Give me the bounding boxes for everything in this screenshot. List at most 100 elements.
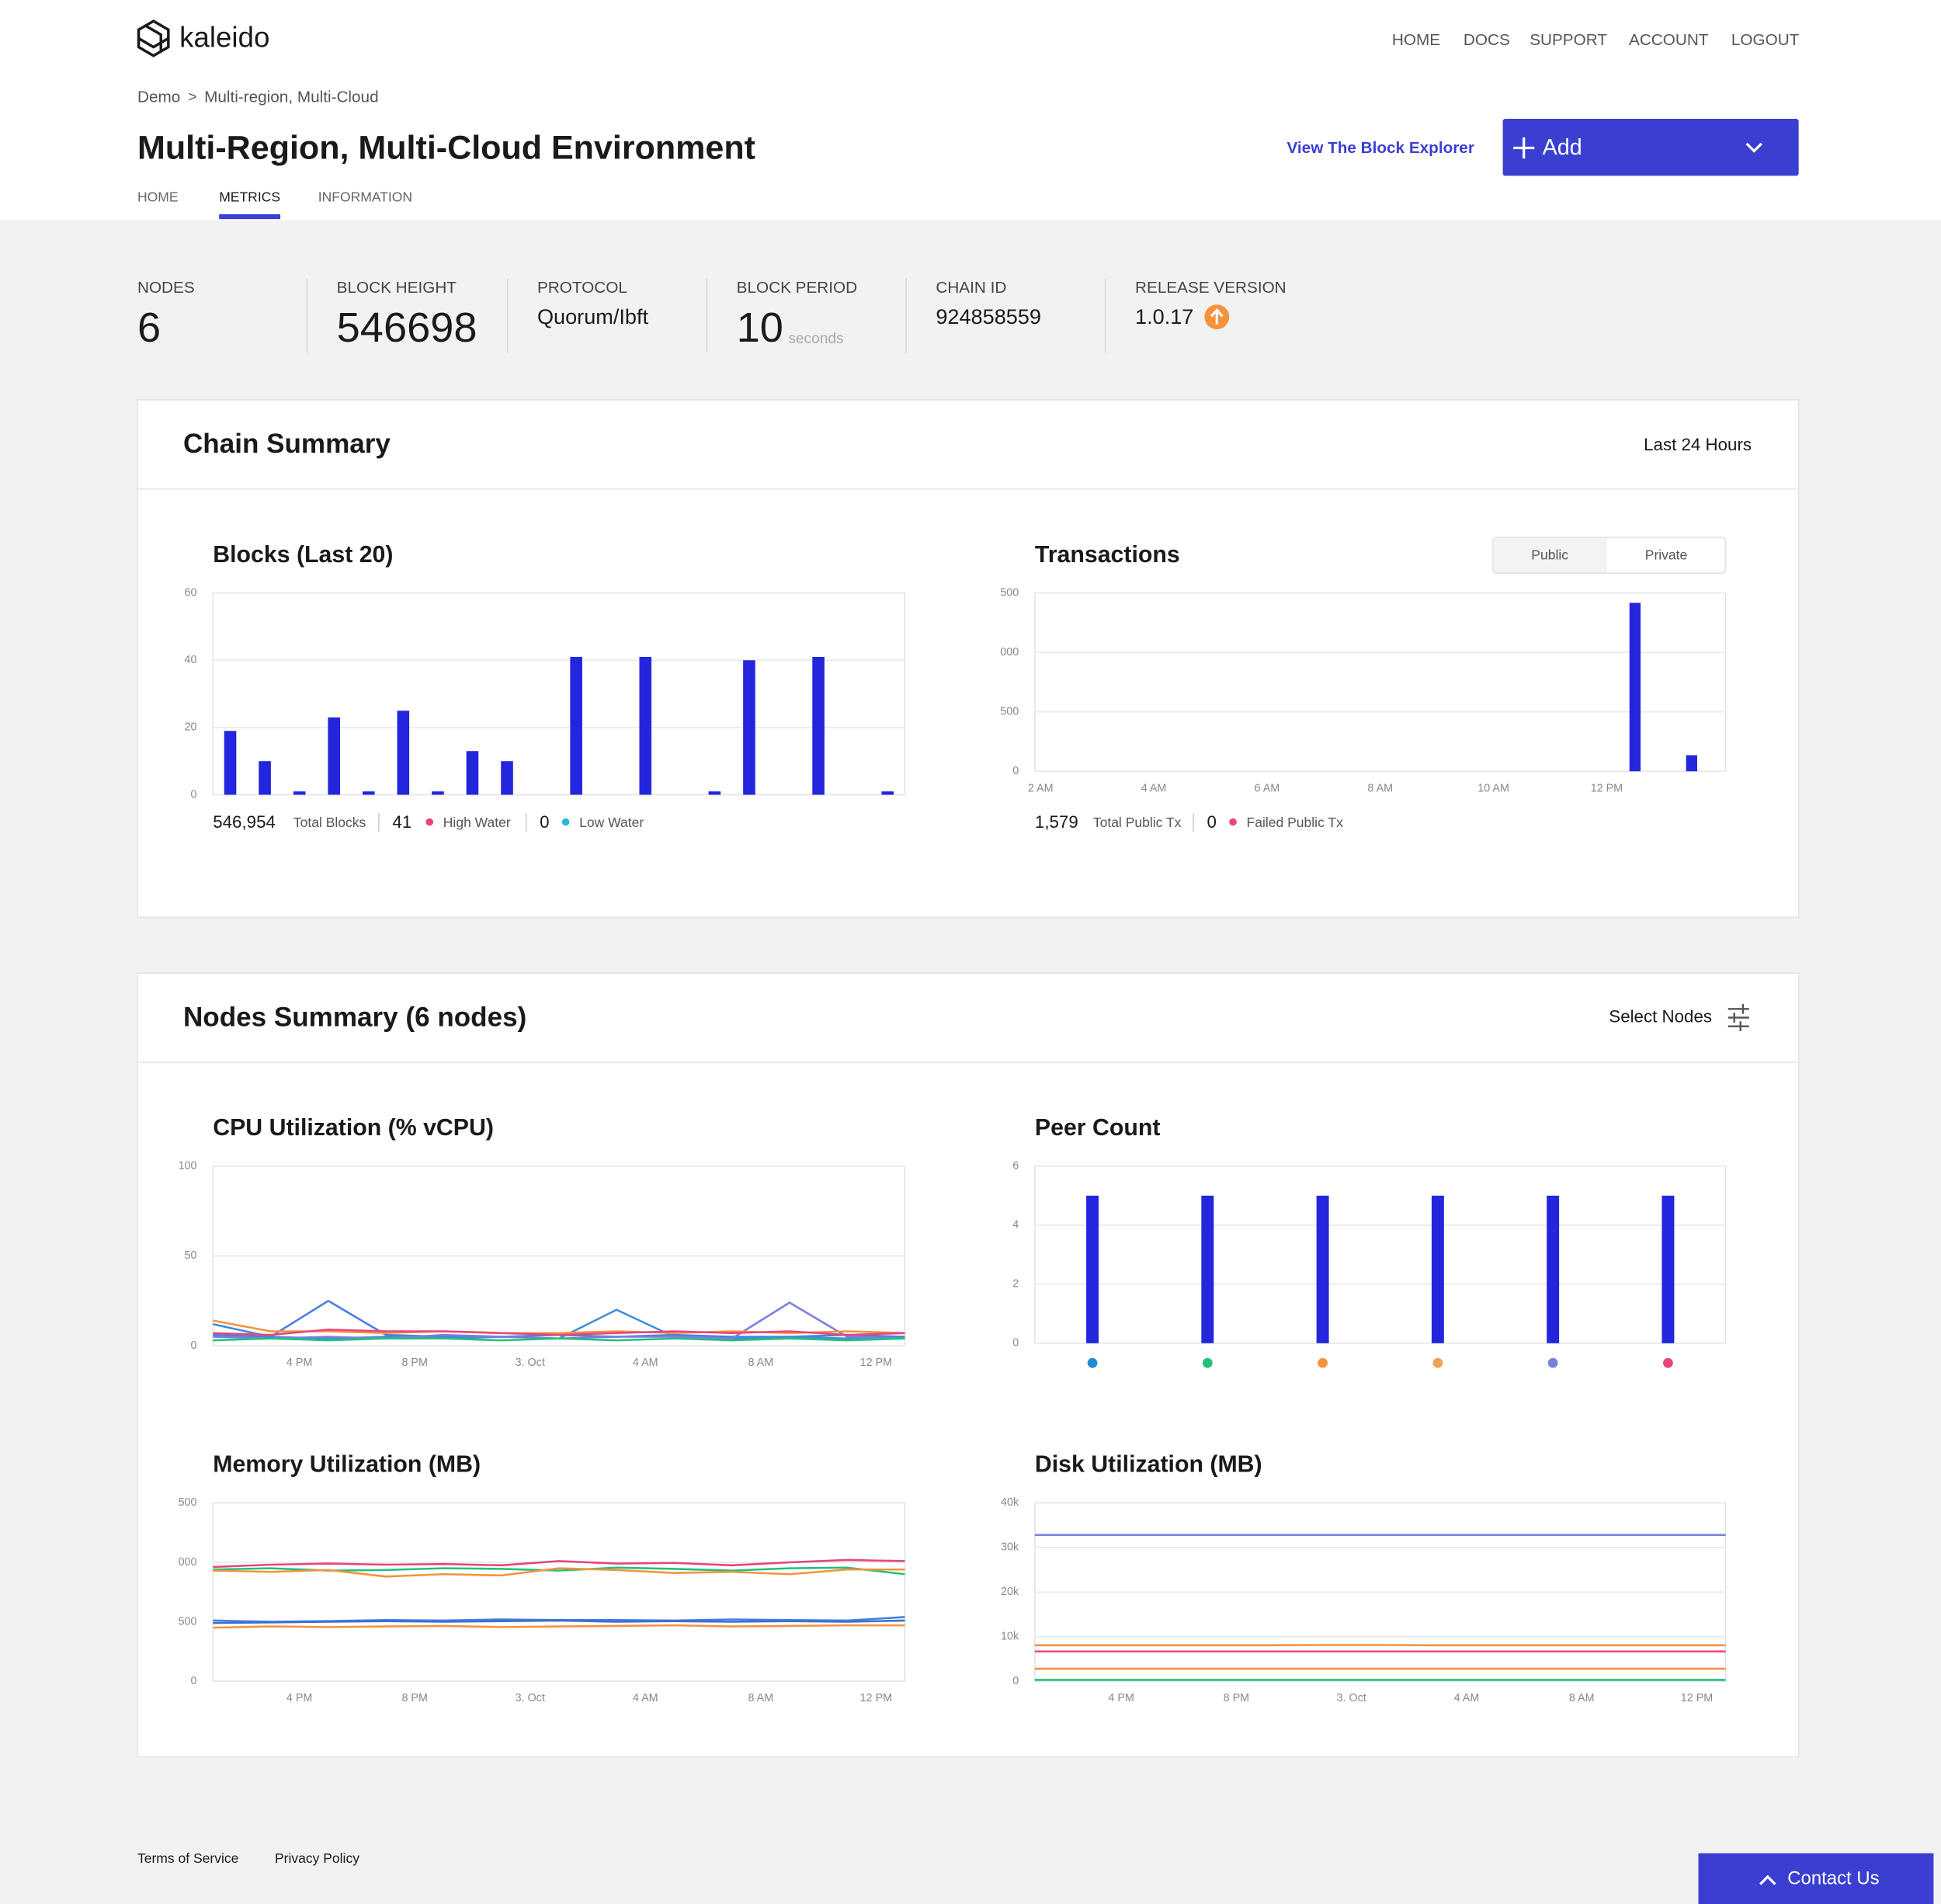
card-title: Nodes Summary (6 nodes): [183, 1002, 526, 1032]
chart-title: Peer Count: [1035, 1115, 1161, 1141]
toggle-option[interactable]: Private: [1645, 547, 1688, 562]
footer-value: 41: [392, 812, 411, 832]
footer-label: Total Blocks: [293, 815, 366, 830]
y-tick-label: 30k: [1001, 1541, 1019, 1554]
node-dot: [1432, 1357, 1443, 1368]
y-tick-label: 10k: [1001, 1630, 1019, 1642]
logo-icon: [137, 19, 170, 57]
add-button[interactable]: [1502, 119, 1799, 176]
footer-value: 1,579: [1035, 812, 1078, 832]
stat-label: RELEASE VERSION: [1135, 279, 1286, 297]
nav-link[interactable]: DOCS: [1464, 31, 1510, 49]
series-line: [213, 1337, 905, 1342]
bar: [812, 656, 825, 795]
y-tick-label: 0: [191, 1675, 197, 1687]
explorer-link[interactable]: View The Block Explorer: [1286, 139, 1474, 157]
logo-text[interactable]: kaleido: [179, 22, 269, 54]
tab[interactable]: INFORMATION: [318, 189, 412, 205]
bar: [1547, 1195, 1560, 1343]
footer-link[interactable]: Privacy Policy: [275, 1850, 359, 1866]
x-tick-label: 8 PM: [401, 1357, 427, 1369]
toggle-option-bg: [1606, 538, 1724, 572]
y-tick-label: 0: [191, 1339, 197, 1352]
x-tick-label: 4 AM: [1454, 1692, 1480, 1704]
x-tick-label: 8 AM: [1569, 1692, 1595, 1704]
toggle-option[interactable]: Public: [1531, 547, 1568, 562]
add-button-label[interactable]: Add: [1543, 135, 1582, 160]
x-tick-label: 6 AM: [1255, 782, 1280, 794]
stat-label: BLOCK PERIOD: [737, 279, 857, 297]
bar: [570, 656, 582, 795]
range-label[interactable]: Last 24 Hours: [1644, 435, 1752, 454]
footer-label: Low Water: [579, 815, 644, 830]
footer-label: High Water: [443, 815, 511, 830]
x-tick-label: 3. Oct: [516, 1357, 545, 1369]
contact-label[interactable]: Contact Us: [1787, 1868, 1879, 1888]
series-line: [213, 1319, 905, 1334]
y-tick-label: 6: [1012, 1160, 1019, 1173]
filter-icon[interactable]: [1727, 1003, 1749, 1032]
series-line: [213, 1619, 905, 1624]
bar: [708, 791, 721, 795]
legend-dot: [1229, 818, 1237, 826]
y-tick-label: 500: [1000, 705, 1019, 717]
footer-value: 0: [540, 812, 549, 832]
y-tick-label: 40: [185, 654, 197, 666]
chevron-up-icon: [1759, 1874, 1776, 1885]
tab[interactable]: HOME: [137, 189, 179, 205]
bar: [1316, 1195, 1329, 1343]
footer-link[interactable]: Terms of Service: [137, 1850, 238, 1866]
breadcrumb-item[interactable]: Demo: [137, 88, 180, 106]
bar: [1661, 1195, 1675, 1343]
stat-value: Quorum/Ibft: [537, 304, 649, 328]
x-tick-label: 12 PM: [1681, 1692, 1713, 1704]
series-line: [213, 1328, 905, 1336]
nav-link[interactable]: ACCOUNT: [1629, 31, 1709, 49]
bar: [293, 791, 306, 795]
footer-label: Failed Public Tx: [1247, 815, 1344, 830]
x-tick-label: 3. Oct: [1337, 1692, 1366, 1704]
nav-link[interactable]: SUPPORT: [1530, 31, 1607, 49]
stat-value: 546698: [337, 304, 477, 351]
bar: [466, 751, 479, 795]
bar: [743, 660, 755, 795]
chart-title: Disk Utilization (MB): [1035, 1452, 1262, 1478]
breadcrumb-item[interactable]: Multi-region, Multi-Cloud: [204, 88, 379, 106]
x-tick-label: 8 AM: [1367, 782, 1393, 794]
y-tick-label: 0: [1012, 765, 1019, 777]
nav-link[interactable]: LOGOUT: [1731, 31, 1800, 49]
contact-button[interactable]: [1698, 1853, 1934, 1904]
stat-value: 1.0.17: [1135, 304, 1193, 328]
nav-link[interactable]: HOME: [1392, 31, 1440, 49]
x-tick-label: 10 AM: [1477, 782, 1509, 794]
bar: [1431, 1195, 1444, 1343]
y-tick-label: 500: [179, 1615, 197, 1628]
bar: [328, 717, 341, 795]
x-tick-label: 12 PM: [860, 1357, 892, 1369]
plus-icon: [1513, 137, 1535, 159]
y-tick-label: 2: [1012, 1278, 1019, 1291]
bar: [432, 791, 444, 795]
x-tick-label: 4 PM: [286, 1692, 312, 1704]
x-tick-label: 8 AM: [748, 1357, 773, 1369]
x-tick-label: 3. Oct: [516, 1692, 545, 1704]
y-tick-label: 100: [179, 1160, 197, 1173]
footer-value: 546,954: [213, 812, 276, 832]
chart-title: Blocks (Last 20): [213, 542, 393, 568]
node-dot: [1318, 1357, 1328, 1368]
node-dot: [1663, 1357, 1673, 1368]
legend-dot: [561, 818, 570, 826]
select-nodes[interactable]: Select Nodes: [1609, 1006, 1712, 1026]
chevron-icon: [1745, 142, 1762, 153]
x-tick-label: 2 AM: [1028, 782, 1054, 794]
x-tick-label: 4 PM: [1108, 1692, 1134, 1704]
y-tick-label: 0: [1012, 1337, 1019, 1350]
y-tick-label: 0: [1012, 1675, 1019, 1687]
y-tick-label: 500: [179, 1496, 197, 1509]
node-dot: [1547, 1357, 1558, 1368]
series-line: [213, 1567, 905, 1578]
tab[interactable]: METRICS: [219, 189, 280, 205]
x-tick-label: 8 PM: [401, 1692, 427, 1704]
series-line: [213, 1624, 905, 1629]
page-title: Multi-Region, Multi-Cloud Environment: [137, 129, 755, 166]
